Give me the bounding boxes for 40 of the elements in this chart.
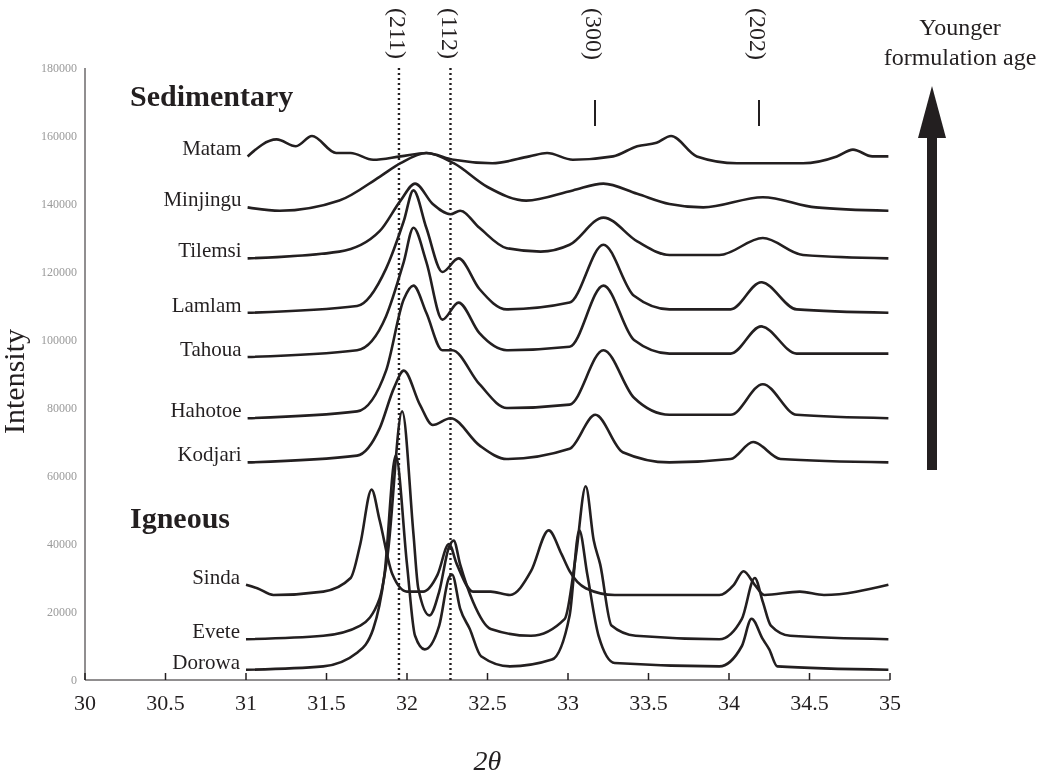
- y-tick-label: 40000: [47, 537, 77, 552]
- text: (211): [385, 8, 411, 60]
- text: (112): [437, 8, 463, 60]
- y-tick-label: 100000: [41, 333, 77, 348]
- series-label: Hahotoe: [170, 398, 242, 423]
- y-tick-label: 20000: [47, 605, 77, 620]
- x-tick-label: 32.5: [468, 690, 507, 715]
- series-label: Dorowa: [172, 649, 241, 674]
- annotation: Younger formulation age: [882, 13, 1037, 72]
- y-tick-label: 180000: [41, 61, 77, 76]
- series-label: Matam: [182, 136, 242, 161]
- text: (300): [581, 8, 607, 60]
- y-axis-title: Intensity: [0, 329, 30, 434]
- series-label: Kodjari: [177, 442, 242, 467]
- annotation: Sedimentary: [130, 79, 294, 112]
- x-tick-label: 30: [74, 690, 96, 715]
- x-tick-label: 35: [879, 690, 901, 715]
- x-tick-label: 30.5: [146, 690, 185, 715]
- x-tick-label: 33: [557, 690, 579, 715]
- x-tick-label: 32: [396, 690, 418, 715]
- series-label: Minjingu: [163, 187, 243, 212]
- series-label: Evete: [192, 619, 240, 644]
- y-tick-label: 160000: [41, 129, 77, 144]
- y-tick-label: 60000: [47, 469, 77, 484]
- text: (202): [745, 8, 771, 60]
- series-label: Lamlam: [171, 292, 242, 317]
- x-tick-label: 34.5: [790, 690, 829, 715]
- series-label: Sinda: [192, 564, 241, 589]
- series-label: Tilemsi: [178, 238, 242, 263]
- x-axis-title: 2θ: [473, 745, 502, 775]
- y-tick-label: 120000: [41, 265, 77, 280]
- y-tick-label: 0: [71, 673, 77, 688]
- x-tick-label: 33.5: [629, 690, 668, 715]
- y-tick-label: 80000: [47, 401, 77, 416]
- annotation: Igneous: [130, 501, 231, 534]
- x-tick-label: 31.5: [307, 690, 346, 715]
- x-tick-label: 31: [235, 690, 257, 715]
- x-tick-label: 34: [718, 690, 740, 715]
- y-tick-label: 140000: [41, 197, 77, 212]
- series-label: Tahoua: [180, 337, 243, 361]
